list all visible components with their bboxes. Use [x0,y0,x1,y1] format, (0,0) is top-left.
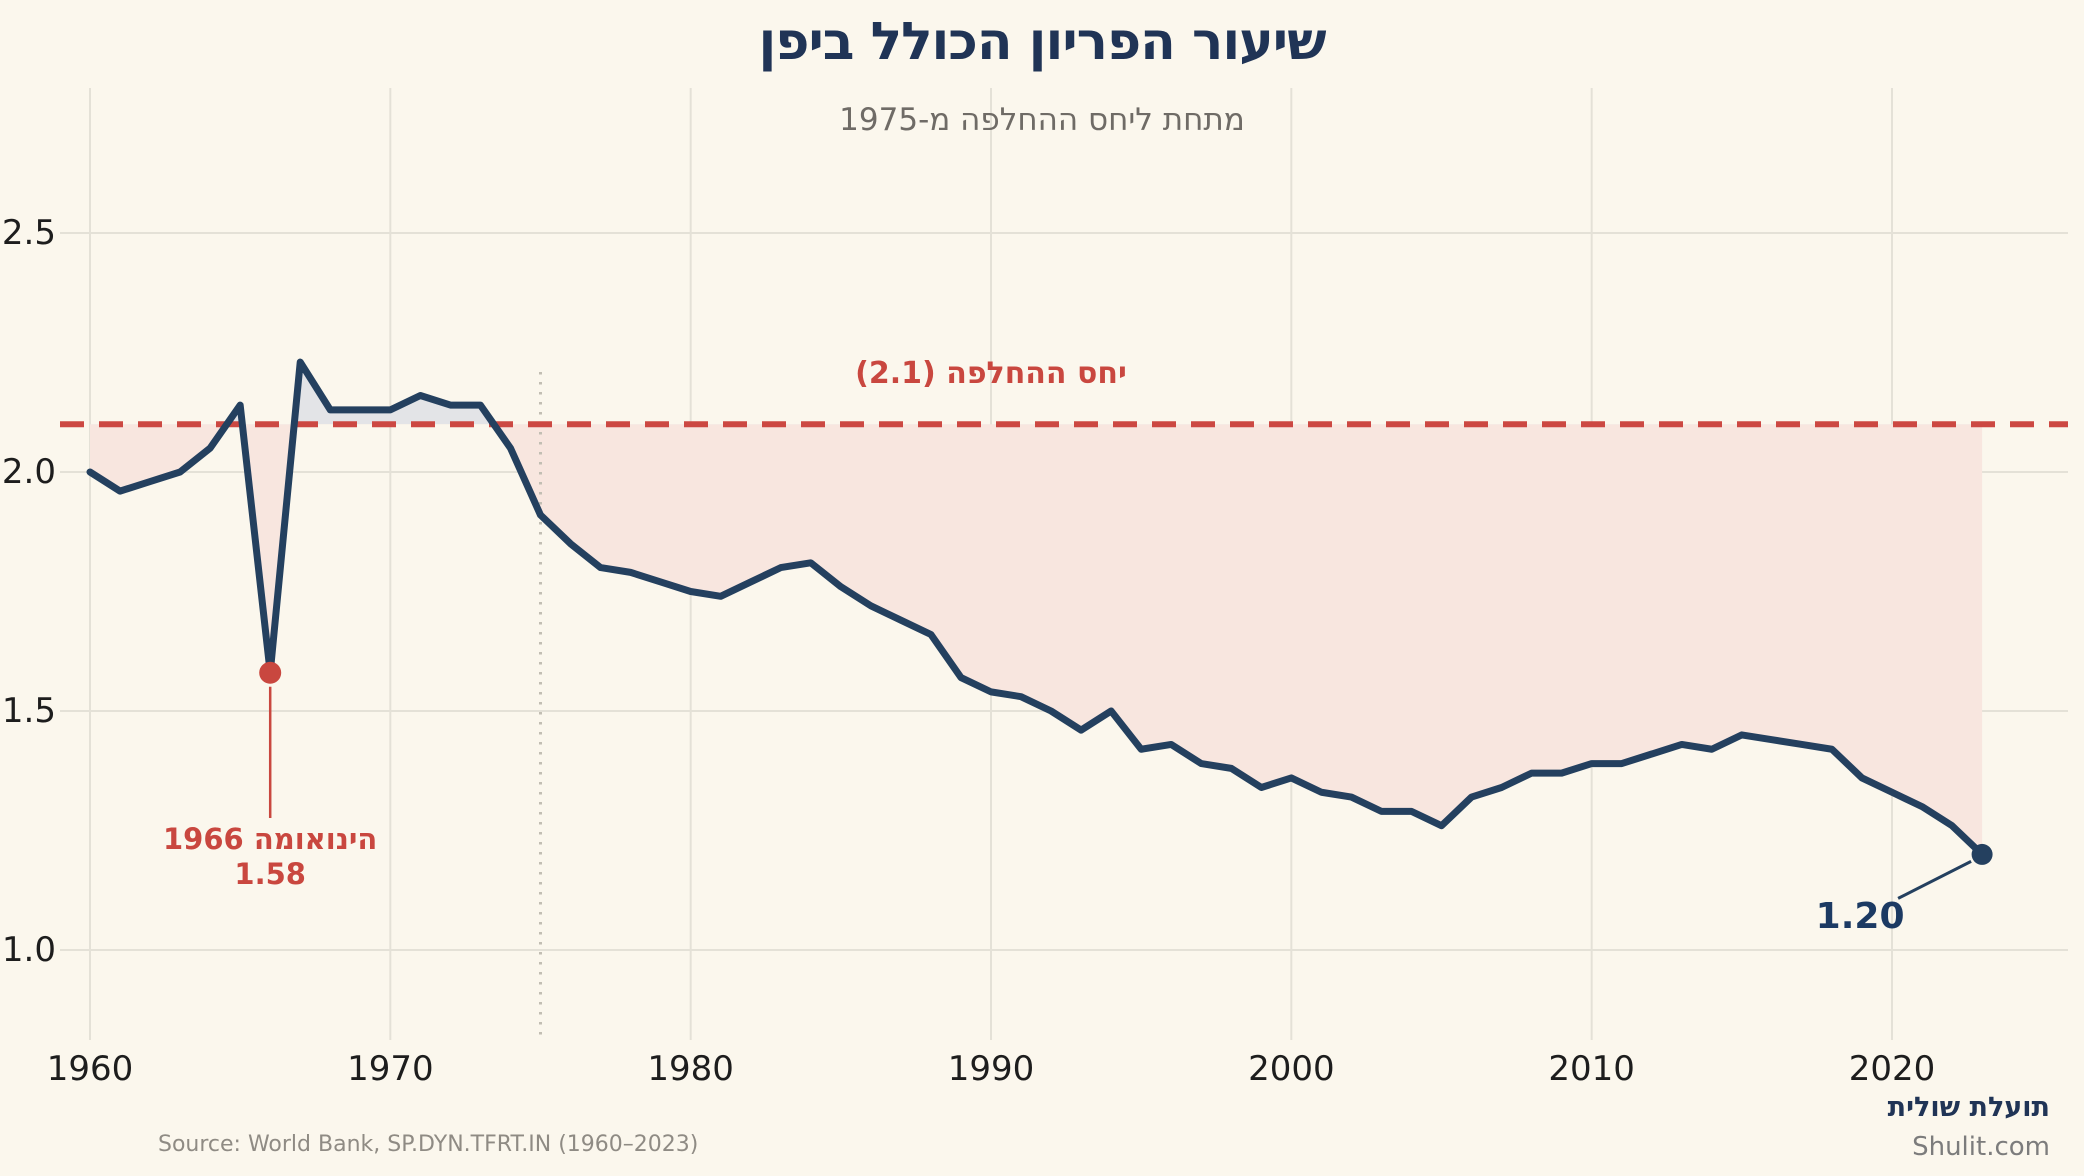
hinoeuma-annotation: הינואומה 1966 1.58 [120,822,420,892]
source-note: Source: World Bank, SP.DYN.TFRT.IN (1960… [158,1132,699,1157]
y-tick-label: 1.0 [1,930,56,970]
x-tick-label: 1990 [947,1049,1035,1089]
hinoeuma-annotation-value: 1.58 [234,856,306,891]
replacement-line-label: יחס ההחלפה (2.1) [855,356,1127,391]
page-title: שיעור הפריון הכולל ביפן [758,12,1326,72]
hinoeuma-point-marker [259,661,282,684]
x-tick-label: 2000 [1248,1049,1335,1089]
x-tick-label: 1970 [347,1049,434,1089]
area-below-replacement [90,424,1983,855]
hinoeuma-annotation-year: הינואומה 1966 [163,822,378,856]
y-tick-label: 2.5 [1,213,56,253]
last-point-label: 1.20 [1815,896,1905,938]
y-tick-label: 2.0 [1,452,56,492]
brand-name: תועלת שולית [1887,1092,2050,1123]
y-tick-label: 1.5 [1,691,56,731]
last-point-leader-line [1897,860,1972,900]
x-tick-label: 1960 [46,1049,134,1089]
x-tick-label: 2010 [1548,1049,1635,1089]
brand-site-link[interactable]: Shulit.com [1912,1132,2050,1162]
page-subtitle: מתחת ליחס ההחלפה מ-1975 [839,102,1245,138]
fertility-rate-line [86,358,1986,858]
x-tick-label: 1980 [647,1049,734,1089]
last-point-marker [1971,843,1993,865]
x-tick-label: 2020 [1848,1049,1936,1089]
